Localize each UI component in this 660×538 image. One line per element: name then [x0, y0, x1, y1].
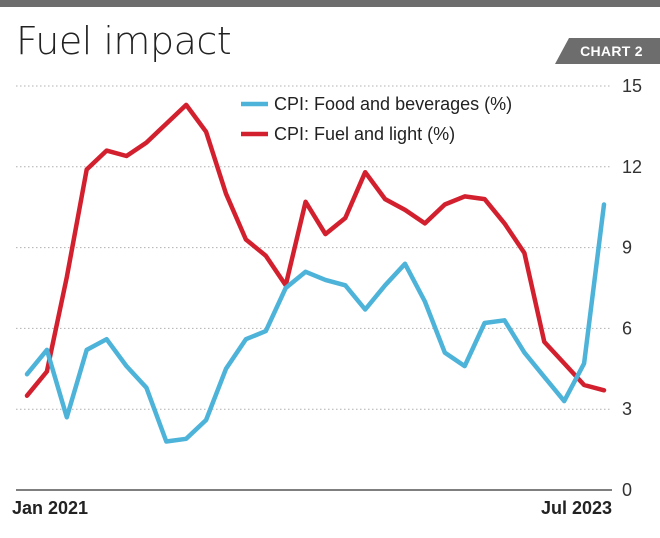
y-tick-label: 12 — [622, 157, 642, 177]
y-tick-label: 0 — [622, 480, 632, 500]
axes: 0 3 6 9 12 15 Jan 2021 Jul 2023 — [12, 76, 642, 518]
x-tick-label: Jan 2021 — [12, 498, 88, 518]
series-lines — [24, 102, 607, 444]
legend: CPI: Food and beverages (%) CPI: Fuel and… — [241, 94, 512, 144]
y-tick-label: 6 — [622, 318, 632, 338]
y-tick-label: 15 — [622, 76, 642, 96]
top-rule — [0, 0, 660, 7]
chart-number-badge: CHART 2 — [555, 38, 660, 64]
legend-label: CPI: Fuel and light (%) — [274, 124, 455, 144]
x-tick-label: Jul 2023 — [541, 498, 612, 518]
legend-label: CPI: Food and beverages (%) — [274, 94, 512, 114]
series-line-fuel — [24, 102, 607, 398]
y-tick-label: 9 — [622, 238, 632, 258]
gridlines — [16, 85, 612, 410]
y-tick-label: 3 — [622, 399, 632, 419]
series-line-food — [24, 202, 607, 444]
chart-title: Fuel impact — [16, 19, 232, 63]
